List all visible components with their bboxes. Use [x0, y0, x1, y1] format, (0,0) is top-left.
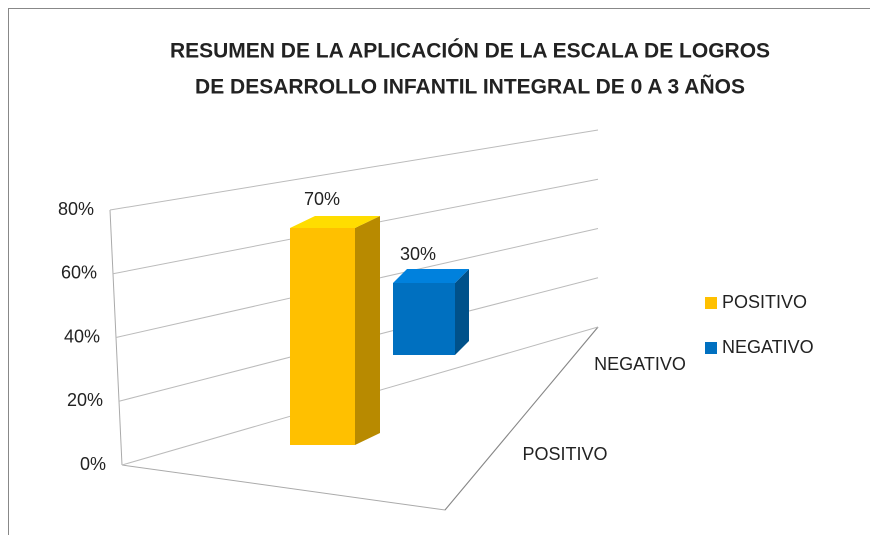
legend-label: POSITIVO [722, 292, 807, 312]
bar [290, 228, 355, 445]
bar-top [290, 216, 380, 228]
y-tick-label: 20% [67, 390, 103, 410]
chart-title: DE DESARROLLO INFANTIL INTEGRAL DE 0 A 3… [195, 76, 745, 99]
bar [393, 283, 455, 355]
bar-top [393, 269, 469, 283]
depth-tick-label: POSITIVO [522, 444, 607, 464]
grid-line [109, 129, 599, 211]
legend-label: NEGATIVO [722, 337, 814, 357]
y-tick-label: 0% [80, 454, 106, 474]
y-tick-label: 80% [58, 199, 94, 219]
data-label: 30% [400, 244, 436, 264]
y-tick-label: 60% [61, 263, 97, 283]
chart-title: RESUMEN DE LA APLICACIÓN DE LA ESCALA DE… [170, 39, 770, 63]
legend-swatch [705, 342, 717, 354]
data-label: 70% [304, 189, 340, 209]
depth-axis [444, 326, 599, 511]
y-tick-label: 40% [64, 326, 100, 346]
bar-side [355, 216, 380, 445]
bar-side [455, 269, 469, 355]
depth-tick-label: NEGATIVO [594, 354, 686, 374]
legend-swatch [705, 297, 717, 309]
